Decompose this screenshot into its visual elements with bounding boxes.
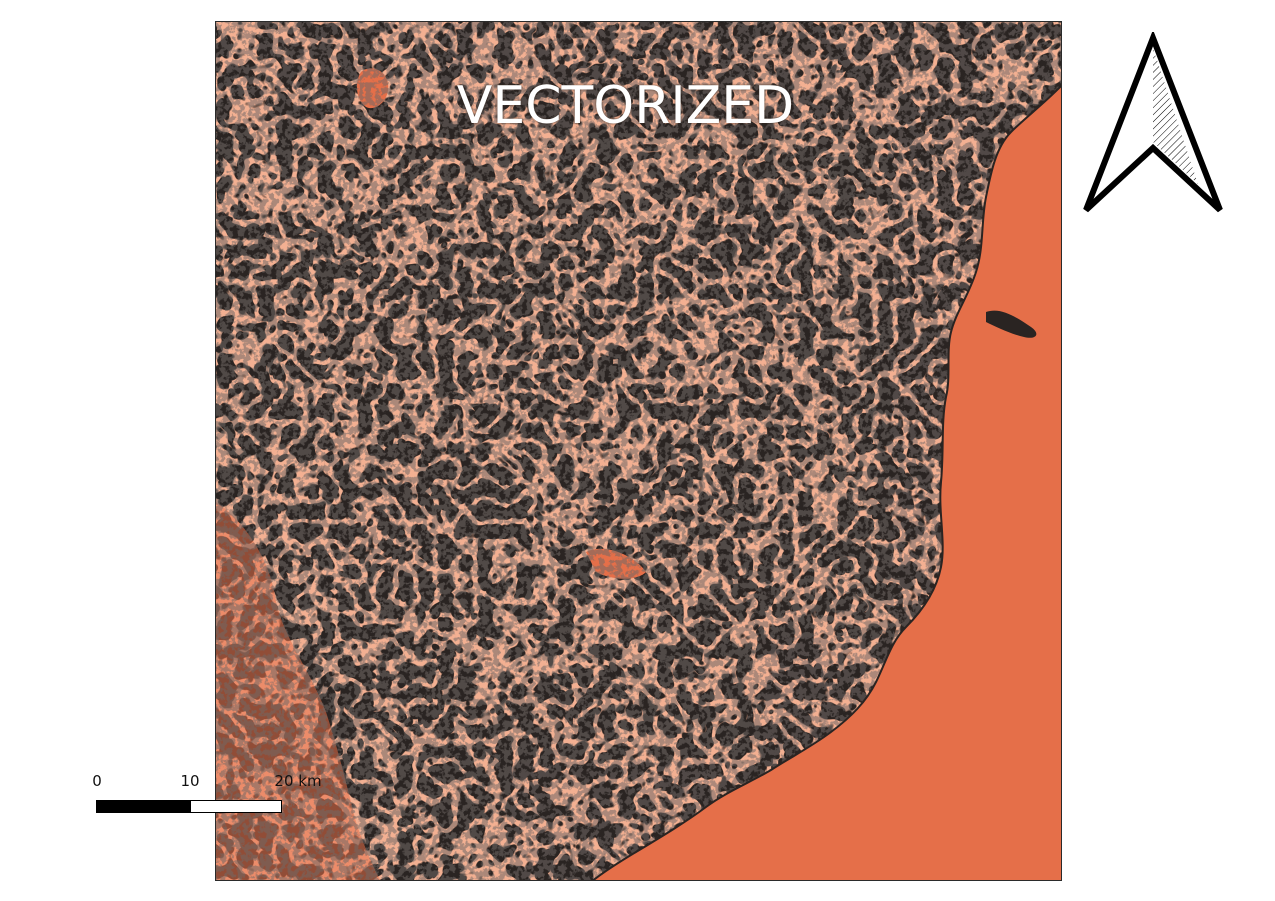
scale-bar: 0 10 20 km	[88, 772, 348, 822]
scale-segment-white	[190, 800, 282, 813]
map-title: VECTORIZED	[456, 76, 795, 136]
scale-segment-black	[96, 800, 190, 813]
vector-map[interactable]	[216, 22, 1062, 881]
land-area	[216, 22, 1061, 880]
coastline	[591, 84, 1061, 880]
headland	[986, 310, 1037, 338]
map-frame[interactable]: VECTORIZED	[215, 21, 1062, 881]
north-arrow-icon	[1083, 32, 1223, 213]
scale-label-10: 10	[180, 772, 200, 790]
scale-label-0: 0	[92, 772, 102, 790]
scale-label-20km: 20 km	[274, 772, 322, 790]
